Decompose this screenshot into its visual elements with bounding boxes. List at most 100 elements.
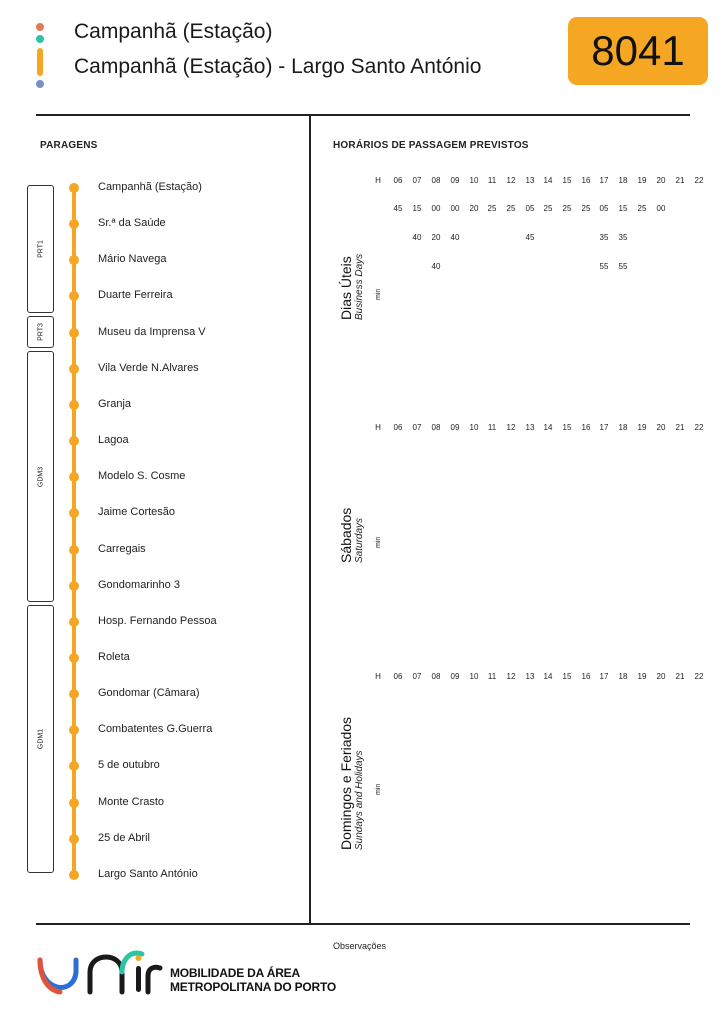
hour-cell: 19 <box>637 672 647 681</box>
stop-dot <box>69 472 79 483</box>
stop-name: Hosp. Fernando Pessoa <box>98 614 217 627</box>
hour-cell: 08 <box>431 672 441 681</box>
stop-name: 25 de Abril <box>98 831 150 844</box>
dot-orange <box>36 23 44 31</box>
hour-cell: 13 <box>525 672 535 681</box>
zone-label: GDM1 <box>37 728 44 750</box>
schedule-heading: HORÁRIOS DE PASSAGEM PREVISTOS <box>333 140 529 151</box>
hour-cell: 22 <box>694 176 704 185</box>
minute-cell: 40 <box>431 262 441 271</box>
stop-dot <box>69 725 79 736</box>
hour-cell: 12 <box>506 672 516 681</box>
stop-dot <box>69 616 79 627</box>
minute-cell: 55 <box>618 262 628 271</box>
day-title-en: Saturdays <box>354 517 365 563</box>
hour-header-label: H <box>375 176 381 185</box>
zone-label: PRT3 <box>37 323 44 341</box>
stop-name: Modelo S. Cosme <box>98 470 186 483</box>
hour-cell: 13 <box>525 423 535 432</box>
stop-name: Lagoa <box>98 434 129 447</box>
stop-dot <box>69 833 79 844</box>
hour-cell: 18 <box>618 176 628 185</box>
stop-name: Jaime Cortesão <box>98 506 176 519</box>
stop-dot <box>69 255 79 266</box>
zone-label: GDM3 <box>37 466 44 487</box>
minute-cell: 20 <box>469 204 479 213</box>
stop-dot <box>69 291 79 302</box>
hour-cell: 06 <box>393 672 403 681</box>
hour-cell: 11 <box>487 423 497 432</box>
hour-cell: 06 <box>393 176 403 185</box>
minute-cell: 00 <box>450 204 460 213</box>
hour-header-label: H <box>375 423 381 432</box>
hour-cell: 14 <box>543 672 553 681</box>
hour-cell: 10 <box>469 672 479 681</box>
zone-gdm1: GDM1 <box>27 605 54 873</box>
hour-cell: 16 <box>581 672 591 681</box>
hour-cell: 20 <box>656 176 666 185</box>
minute-cell: 40 <box>450 233 460 242</box>
minute-cell: 05 <box>599 204 609 213</box>
minute-cell: 25 <box>581 204 591 213</box>
hour-cell: 12 <box>506 176 516 185</box>
hour-cell: 07 <box>412 672 422 681</box>
dot-blue <box>36 80 44 88</box>
unir-logo-icon <box>37 950 163 995</box>
route-bar <box>37 48 43 76</box>
hour-cell: 20 <box>656 423 666 432</box>
hour-cell: 17 <box>599 423 609 432</box>
saturday-title: Sábados Saturdays <box>338 508 366 563</box>
day-title-en: Sundays and Holidays <box>354 750 365 850</box>
hour-cell: 09 <box>450 423 460 432</box>
stop-dot <box>69 761 79 772</box>
hour-cell: 11 <box>487 672 497 681</box>
hour-cell: 22 <box>694 423 704 432</box>
hour-cell: 07 <box>412 176 422 185</box>
hour-cell: 09 <box>450 176 460 185</box>
hour-cell: 18 <box>618 423 628 432</box>
zone-prt3: PRT3 <box>27 316 54 348</box>
zone-gdm3: GDM3 <box>27 351 54 602</box>
stop-name: Granja <box>98 397 132 410</box>
stop-name: Largo Santo António <box>98 867 198 880</box>
dot-teal <box>36 35 44 43</box>
stop-dot <box>69 869 79 880</box>
stop-name: Gondomarinho 3 <box>98 578 180 591</box>
stop-dot <box>69 508 79 519</box>
footer-divider <box>36 923 690 925</box>
stops-heading: PARAGENS <box>40 140 98 151</box>
minute-cell: 05 <box>525 204 535 213</box>
stop-dot <box>69 327 79 338</box>
hour-cell: 15 <box>562 423 572 432</box>
minute-cell: 15 <box>618 204 628 213</box>
stop-dot <box>69 399 79 410</box>
stop-name: Vila Verde N.Alvares <box>98 361 199 374</box>
sunday-min-label: min <box>375 783 382 795</box>
hour-cell: 19 <box>637 423 647 432</box>
route-number-badge: 8041 <box>568 17 708 85</box>
hour-cell: 09 <box>450 672 460 681</box>
minute-cell: 25 <box>543 204 553 213</box>
stop-name: Roleta <box>98 650 130 663</box>
hour-cell: 22 <box>694 672 704 681</box>
minute-cell: 25 <box>562 204 572 213</box>
saturday-min-label: min <box>375 536 382 548</box>
day-title-pt: Sábados <box>338 507 354 563</box>
stop-dot <box>69 363 79 374</box>
hour-header-label: H <box>375 672 381 681</box>
hour-cell: 06 <box>393 423 403 432</box>
hour-cell: 17 <box>599 672 609 681</box>
stop-name: Carregais <box>98 542 146 555</box>
stop-name: Museu da Imprensa V <box>98 325 206 338</box>
hour-cell: 18 <box>618 672 628 681</box>
minute-cell: 55 <box>599 262 609 271</box>
column-divider <box>309 114 311 924</box>
stop-name: Mário Navega <box>98 253 167 266</box>
minute-cell: 35 <box>618 233 628 242</box>
hour-cell: 07 <box>412 423 422 432</box>
logo-line-1: MOBILIDADE DA ÁREA <box>170 966 300 980</box>
hour-cell: 15 <box>562 672 572 681</box>
hour-cell: 12 <box>506 423 516 432</box>
zone-label: PRT1 <box>37 240 44 258</box>
hour-cell: 13 <box>525 176 535 185</box>
